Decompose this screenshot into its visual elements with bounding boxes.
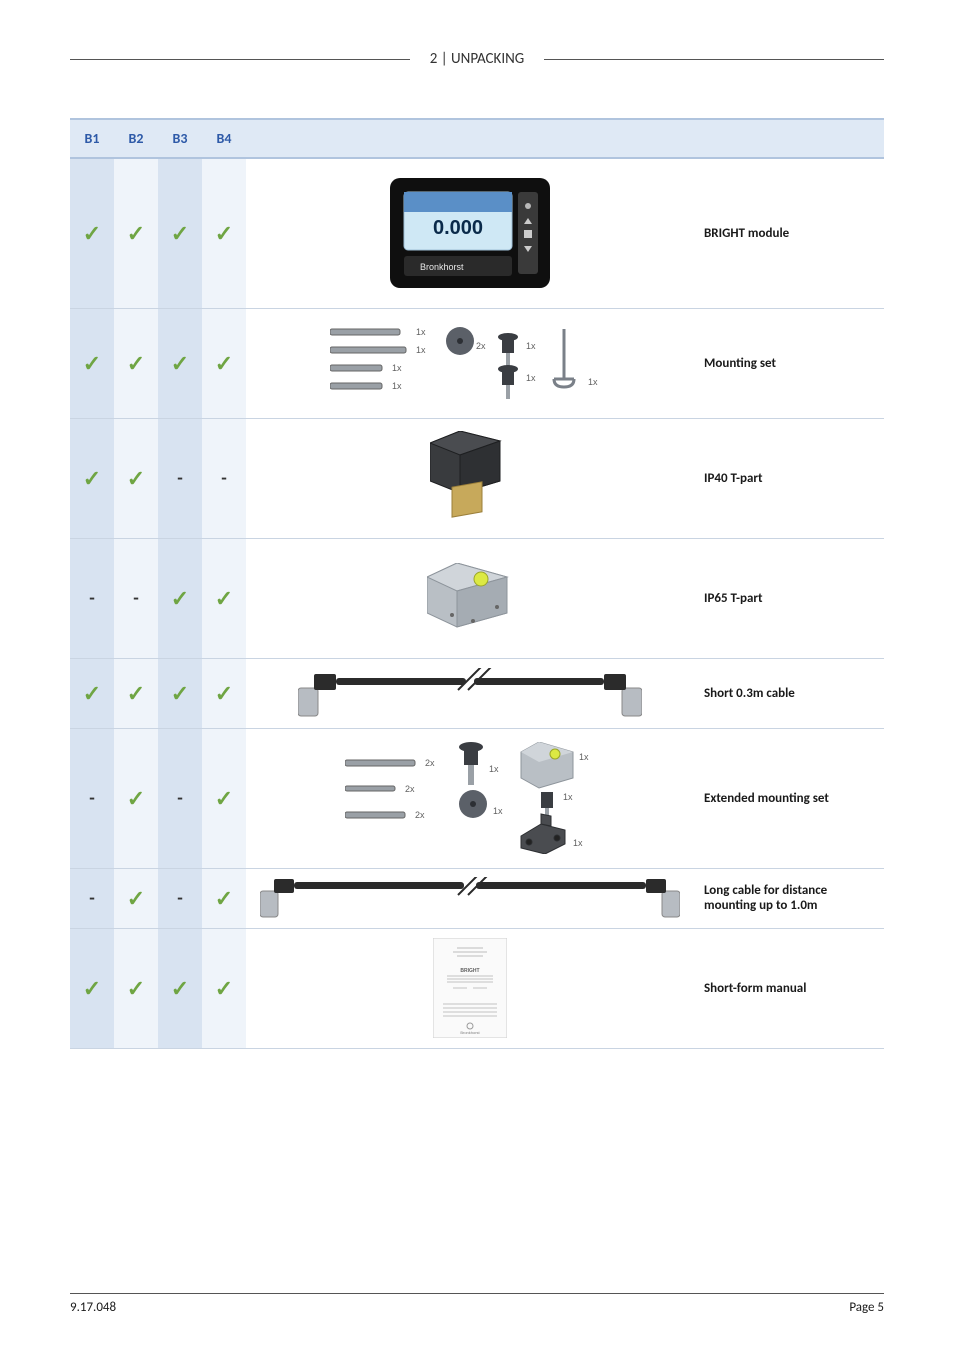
product-image-cell — [246, 538, 694, 658]
product-image — [427, 563, 513, 633]
product-description: Short-form manual — [694, 928, 884, 1048]
dash-mark: - — [70, 538, 114, 658]
check-mark: ✓ — [114, 308, 158, 418]
col-desc — [694, 119, 884, 158]
table-row: ✓✓✓✓Mounting set — [70, 308, 884, 418]
product-image — [345, 742, 595, 854]
table-row: ✓✓✓✓Short 0.3m cable — [70, 658, 884, 728]
header-rule-right — [544, 59, 884, 60]
product-image-cell — [246, 928, 694, 1048]
header-title: 2 | UNPACKING — [430, 50, 525, 68]
product-image — [430, 431, 510, 525]
check-mark: ✓ — [158, 658, 202, 728]
footer-doc-number: 9.17.048 — [70, 1300, 116, 1315]
product-image — [330, 325, 610, 401]
check-mark: ✓ — [70, 658, 114, 728]
product-image — [390, 178, 550, 288]
check-mark: ✓ — [158, 158, 202, 308]
product-image-cell — [246, 868, 694, 928]
dash-mark: - — [158, 728, 202, 868]
check-mark: ✓ — [114, 658, 158, 728]
dash-mark: - — [114, 538, 158, 658]
product-description: IP40 T-part — [694, 418, 884, 538]
dash-mark: - — [158, 868, 202, 928]
page: 2 | UNPACKING B1 B2 B3 B4 ✓✓✓✓BRIGHT mod… — [0, 0, 954, 1350]
contents-table: B1 B2 B3 B4 ✓✓✓✓BRIGHT module✓✓✓✓Mountin… — [70, 118, 884, 1049]
check-mark: ✓ — [114, 418, 158, 538]
check-mark: ✓ — [158, 538, 202, 658]
product-description: Short 0.3m cable — [694, 658, 884, 728]
check-mark: ✓ — [202, 658, 246, 728]
dash-mark: - — [70, 728, 114, 868]
product-description: BRIGHT module — [694, 158, 884, 308]
page-footer: 9.17.048 Page 5 — [70, 1293, 884, 1315]
check-mark: ✓ — [202, 308, 246, 418]
col-image — [246, 119, 694, 158]
check-mark: ✓ — [114, 868, 158, 928]
product-image-cell — [246, 158, 694, 308]
header-rule-left — [70, 59, 410, 60]
check-mark: ✓ — [70, 158, 114, 308]
dash-mark: - — [202, 418, 246, 538]
check-mark: ✓ — [202, 868, 246, 928]
check-mark: ✓ — [114, 928, 158, 1048]
check-mark: ✓ — [70, 308, 114, 418]
check-mark: ✓ — [202, 928, 246, 1048]
table-row: ✓✓✓✓Short-form manual — [70, 928, 884, 1048]
col-b4: B4 — [202, 119, 246, 158]
col-b1: B1 — [70, 119, 114, 158]
check-mark: ✓ — [70, 418, 114, 538]
check-mark: ✓ — [114, 158, 158, 308]
product-image-cell — [246, 418, 694, 538]
product-image — [260, 877, 680, 919]
check-mark: ✓ — [114, 728, 158, 868]
check-mark: ✓ — [202, 158, 246, 308]
col-b3: B3 — [158, 119, 202, 158]
product-description: Mounting set — [694, 308, 884, 418]
dash-mark: - — [158, 418, 202, 538]
table-row: --✓✓ IP65 T-part — [70, 538, 884, 658]
page-header: 2 | UNPACKING — [70, 50, 884, 68]
product-image-cell — [246, 308, 694, 418]
table-row: -✓-✓ Extended mounting set — [70, 728, 884, 868]
product-description: Long cable for distance mounting up to 1… — [694, 868, 884, 928]
dash-mark: - — [70, 868, 114, 928]
table-header-row: B1 B2 B3 B4 — [70, 119, 884, 158]
product-image — [433, 938, 507, 1038]
check-mark: ✓ — [202, 728, 246, 868]
col-b2: B2 — [114, 119, 158, 158]
product-image-cell — [246, 728, 694, 868]
table-row: ✓✓✓✓BRIGHT module — [70, 158, 884, 308]
check-mark: ✓ — [202, 538, 246, 658]
product-description: Extended mounting set — [694, 728, 884, 868]
footer-page-number: Page 5 — [849, 1300, 884, 1315]
check-mark: ✓ — [158, 928, 202, 1048]
product-description: IP65 T-part — [694, 538, 884, 658]
product-image — [298, 668, 642, 718]
table-row: ✓✓-- IP40 T-part — [70, 418, 884, 538]
product-image-cell — [246, 658, 694, 728]
check-mark: ✓ — [158, 308, 202, 418]
check-mark: ✓ — [70, 928, 114, 1048]
table-row: -✓-✓Long cable for distance mounting up … — [70, 868, 884, 928]
